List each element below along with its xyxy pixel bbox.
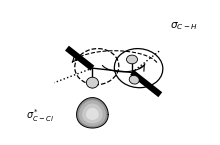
Ellipse shape xyxy=(126,55,138,64)
Text: $\sigma^*_{C-Cl}$: $\sigma^*_{C-Cl}$ xyxy=(26,108,53,124)
Polygon shape xyxy=(79,100,106,126)
Ellipse shape xyxy=(86,77,98,88)
Ellipse shape xyxy=(129,75,139,84)
Text: $\sigma_{C-H}$: $\sigma_{C-H}$ xyxy=(170,20,198,32)
Polygon shape xyxy=(77,98,108,128)
Polygon shape xyxy=(82,104,103,123)
Polygon shape xyxy=(86,108,99,120)
